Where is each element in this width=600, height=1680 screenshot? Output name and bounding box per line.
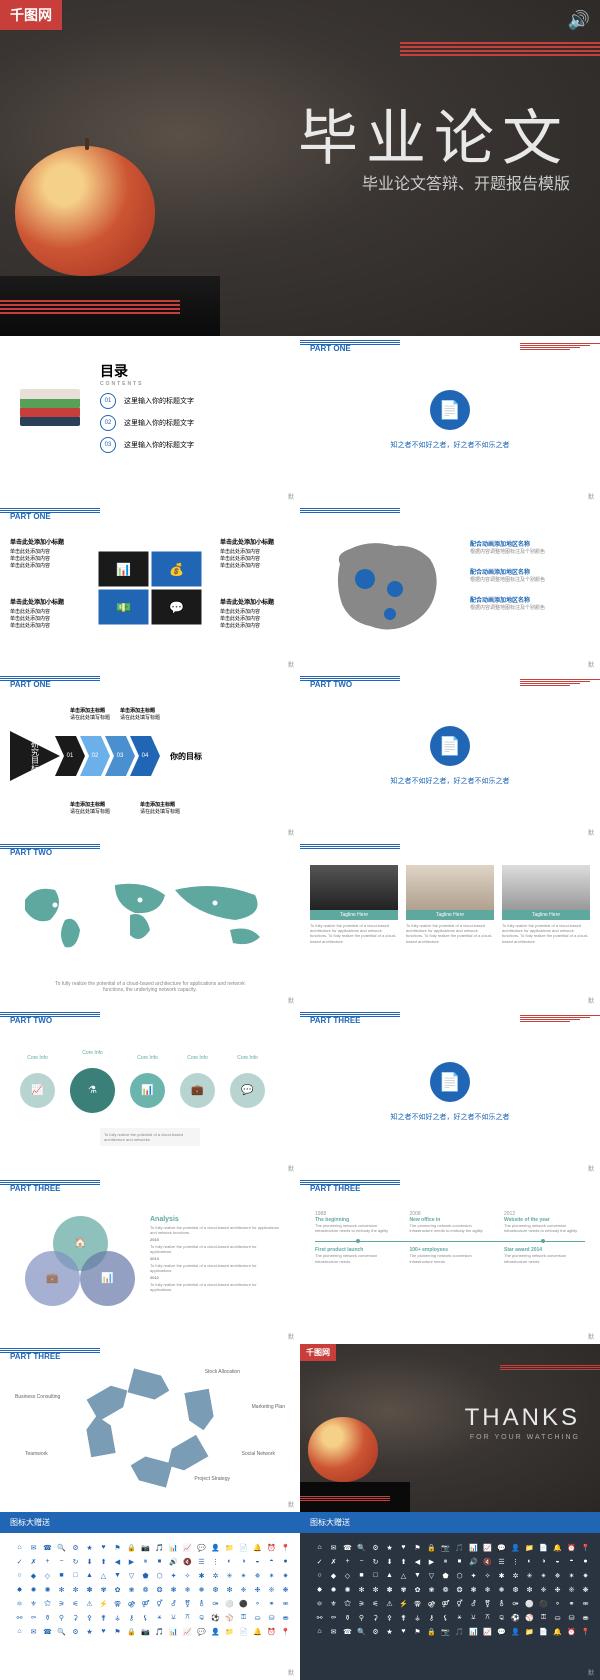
slide-part-two-hero: PART TWO 📄 知之者不如好之者，好之者不如乐之者 默 bbox=[300, 672, 600, 840]
decor-lines-top bbox=[400, 40, 600, 58]
part-label: PART ONE bbox=[310, 344, 351, 353]
circles-row: Core Info📈 Core Info⚗ Core Info📊 Core In… bbox=[20, 1068, 265, 1113]
slide-china-map: 配合动画添加地区名称根据内容调整地图标注及个别颜色 配合动画添加地区名称根据内容… bbox=[300, 504, 600, 672]
icon-grid: ⌂✉☎🔍⚙★♥⚑🔒📷🎵📊📈💬👤📁📄🔔⏰📍✓✗+−↻⬇⬆◀▶⏸⏹🔊🔇☰⋮◐◑◒◓●… bbox=[300, 1533, 600, 1646]
slide-icons-dark: 图标大赠送 ⌂✉☎🔍⚙★♥⚑🔒📷🎵📊📈💬👤📁📄🔔⏰📍✓✗+−↻⬇⬆◀▶⏸⏹🔊🔇☰… bbox=[300, 1512, 600, 1680]
slide-hero: 千图网 🔊 毕业论文 毕业论文答辩、开题报告模版 bbox=[0, 0, 600, 336]
china-map bbox=[320, 534, 450, 644]
document-icon: 📄 bbox=[430, 390, 470, 430]
slide-part-one-hero: PART ONE 📄 知之者不如好之者，好之者不如乐之者 默 bbox=[300, 336, 600, 504]
slide-toc: 目录CONTENTS 01这里输入你的标题文字 02这里输入你的标题文字 03这… bbox=[0, 336, 300, 504]
slide-quad: PART ONE 单击此处添加小标题 单击此处添加内容单击此处添加内容单击此处添… bbox=[0, 504, 300, 672]
document-icon: 📄 bbox=[430, 726, 470, 766]
region-list: 配合动画添加地区名称根据内容调整地图标注及个别颜色 配合动画添加地区名称根据内容… bbox=[470, 539, 590, 623]
icon-bar-title: 图标大赠送 bbox=[0, 1512, 300, 1533]
footer-mark: 默 bbox=[288, 492, 294, 501]
slide-arrow-flow: PART ONE 研究目标 01 02 03 04 你的目标 单击添加主标题请在… bbox=[0, 672, 300, 840]
section-quote: 知之者不如好之者，好之者不如乐之者 bbox=[391, 440, 510, 450]
slide-core-circles: PART TWO Core Info📈 Core Info⚗ Core Info… bbox=[0, 1008, 300, 1176]
quad-grid: 📊 💰 💵 💬 bbox=[99, 552, 202, 625]
sound-icon: 🔊 bbox=[568, 10, 590, 31]
cycle-diagram bbox=[75, 1368, 225, 1488]
analysis-block: Analysis To fully realize the potential … bbox=[150, 1216, 280, 1294]
toc-item: 01这里输入你的标题文字 bbox=[100, 393, 194, 409]
slide-cycle: PART THREE Stock Allocation Marketing Pl… bbox=[0, 1344, 300, 1512]
decor-lines-bottom bbox=[0, 298, 180, 316]
slide-thanks: 千图网 THANKS FOR YOUR WATCHING bbox=[300, 1344, 600, 1512]
slide-part-three-hero: PART THREE 📄 知之者不如好之者，好之者不如乐之者 默 bbox=[300, 1008, 600, 1176]
books-stack-icon bbox=[20, 381, 80, 426]
slide-timeline: PART THREE 1988 The beginningThe pioneer… bbox=[300, 1176, 600, 1344]
toc-item: 02这里输入你的标题文字 bbox=[100, 415, 194, 431]
slide-world-map: PART TWO To fully realize the potential … bbox=[0, 840, 300, 1008]
venn-diagram: 🏠 💼 📊 bbox=[25, 1216, 135, 1316]
toc-item: 03这里输入你的标题文字 bbox=[100, 437, 194, 453]
thanks-subtitle: FOR YOUR WATCHING bbox=[470, 1434, 580, 1441]
world-map bbox=[15, 865, 285, 965]
apple-graphic bbox=[15, 146, 155, 276]
slide-venn: PART THREE 🏠 💼 📊 Analysis To fully reali… bbox=[0, 1176, 300, 1344]
hero-subtitle: 毕业论文答辩、开题报告模版 bbox=[362, 170, 570, 194]
red-corner bbox=[520, 342, 600, 351]
icon-grid: ⌂✉☎🔍⚙★♥⚑🔒📷🎵📊📈💬👤📁📄🔔⏰📍✓✗+−↻⬇⬆◀▶⏸⏹🔊🔇☰⋮◐◑◒◓●… bbox=[0, 1533, 300, 1646]
apple-graphic bbox=[308, 1417, 378, 1482]
timeline: 1988 The beginningThe pioneering network… bbox=[315, 1211, 585, 1272]
arrow-flow: 研究目标 01 02 03 04 你的目标 bbox=[10, 731, 202, 781]
document-icon: 📄 bbox=[430, 1062, 470, 1102]
slide-taglines: Tagline HereTo fully realize the potenti… bbox=[300, 840, 600, 1008]
text-block: 单击此处添加小标题 单击此处添加内容单击此处添加内容单击此处添加内容 bbox=[10, 539, 80, 570]
hero-title: 毕业论文 bbox=[298, 90, 570, 177]
thanks-title: THANKS bbox=[465, 1404, 580, 1432]
slide-icons-white: 图标大赠送 ⌂✉☎🔍⚙★♥⚑🔒📷🎵📊📈💬👤📁📄🔔⏰📍✓✗+−↻⬇⬆◀▶⏸⏹🔊🔇☰… bbox=[0, 1512, 300, 1680]
toc-title: 目录CONTENTS bbox=[100, 361, 194, 387]
brand-badge: 千图网 bbox=[0, 0, 62, 30]
tagline-row: Tagline HereTo fully realize the potenti… bbox=[310, 865, 590, 947]
